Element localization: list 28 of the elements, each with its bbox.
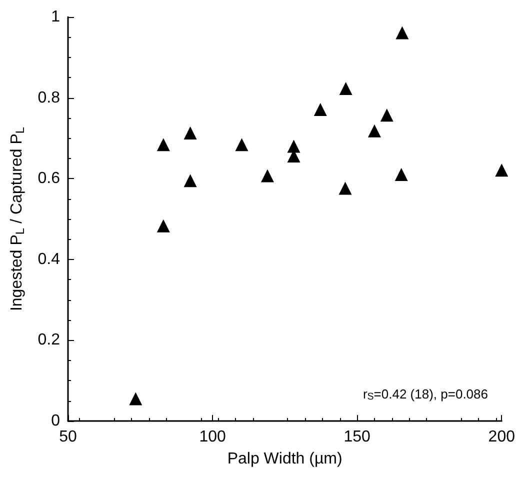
point xyxy=(260,169,274,182)
point xyxy=(184,126,197,140)
y-tick-label: 0.6 xyxy=(38,170,60,188)
y-tick-label: 0.4 xyxy=(38,250,60,268)
x-axis-title: Palp Width (µm) xyxy=(227,450,342,468)
point xyxy=(287,140,300,153)
point xyxy=(380,108,394,122)
point xyxy=(314,103,327,116)
y-tick-label: 0.8 xyxy=(38,89,60,106)
point xyxy=(495,164,508,177)
y-tick-label: 1 xyxy=(51,8,60,26)
y-tick-label: 0.2 xyxy=(38,332,60,349)
y-axis-title: Ingested PL / Captured PL xyxy=(8,126,27,312)
x-tick-label: 200 xyxy=(488,428,516,446)
x-tick-label: 50 xyxy=(59,428,77,446)
point xyxy=(235,138,248,152)
point xyxy=(338,182,352,195)
point xyxy=(396,26,409,40)
x-tick-label: 150 xyxy=(344,428,371,446)
point xyxy=(156,138,170,152)
x-tick-label: 100 xyxy=(199,428,226,446)
point xyxy=(156,219,170,232)
point xyxy=(184,174,197,188)
point xyxy=(394,168,408,182)
point xyxy=(368,124,381,138)
y-tick-label: 0 xyxy=(51,412,60,430)
point xyxy=(129,392,142,406)
point xyxy=(339,82,352,96)
